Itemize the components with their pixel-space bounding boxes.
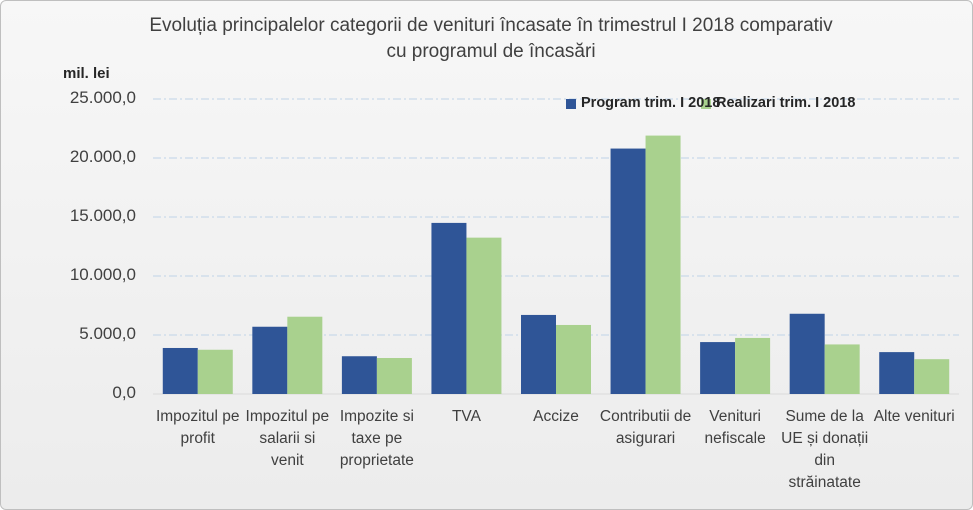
x-tick-label: Alte venituri	[873, 408, 955, 425]
bar	[431, 222, 467, 394]
y-axis-label: mil. lei	[63, 65, 110, 82]
bar	[879, 352, 915, 394]
legend-swatch	[566, 99, 576, 109]
x-tick-label: Impozitul pe profit	[155, 408, 240, 447]
bar	[645, 135, 681, 394]
bar	[824, 344, 860, 394]
y-tick-label: 15.000,0	[69, 206, 136, 225]
bar	[556, 324, 591, 394]
bar	[376, 358, 412, 394]
bar	[466, 237, 502, 394]
y-tick-label: 5.000,0	[79, 324, 136, 343]
legend-label: Program trim. I 2018	[581, 95, 721, 111]
bar	[789, 313, 825, 394]
bar	[162, 347, 198, 394]
bar	[735, 337, 771, 394]
y-tick-label: 10.000,0	[69, 265, 136, 284]
x-tick-label: Impozite si taxe pe proprietate	[339, 408, 414, 469]
x-tick-label: Impozitul pe salarii si venit	[245, 408, 330, 469]
y-tick-label: 20.000,0	[69, 147, 136, 166]
x-tick-label: TVA	[451, 408, 481, 425]
bar	[341, 356, 377, 394]
bar	[252, 326, 288, 394]
bar	[197, 349, 233, 394]
x-tick-label: Accize	[533, 408, 579, 425]
x-tick-label: Sume de la UE și donații din străinatate	[781, 408, 869, 491]
x-tick-label: Contributii de asigurari	[599, 408, 692, 447]
x-tick-label: Venituri nefiscale	[704, 408, 766, 447]
bar	[610, 148, 646, 394]
bar	[700, 342, 736, 394]
chart-title: Evoluția principalelor categorii de veni…	[149, 15, 833, 62]
y-tick-label: 0,0	[112, 383, 136, 402]
bar	[287, 316, 323, 394]
y-tick-label: 25.000,0	[69, 88, 136, 107]
legend-swatch	[701, 99, 711, 109]
bar	[914, 359, 950, 394]
bar	[521, 314, 556, 394]
legend-label: Realizari trim. I 2018	[716, 95, 856, 111]
